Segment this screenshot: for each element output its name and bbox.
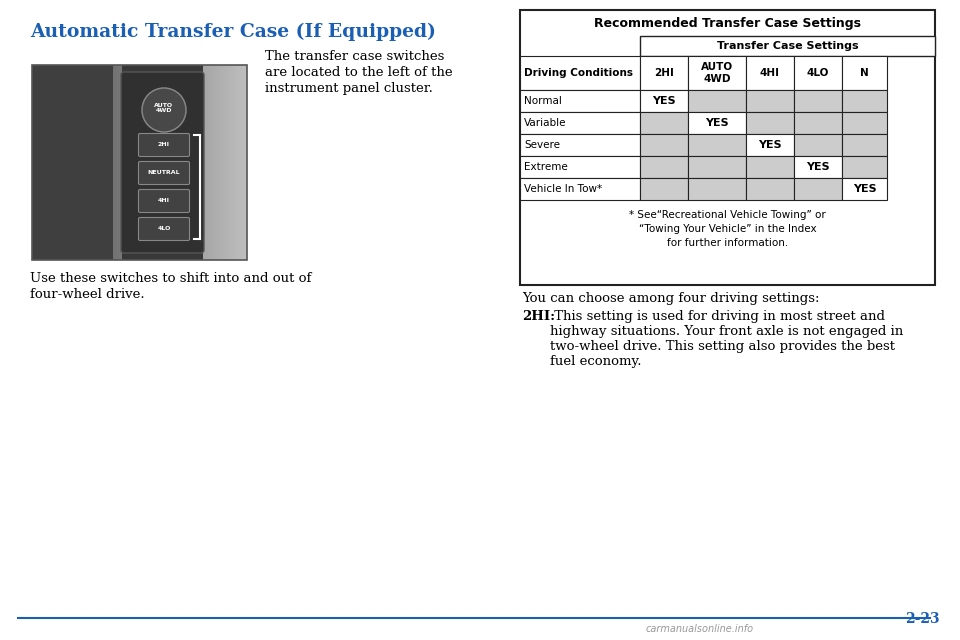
Text: Vehicle In Tow*: Vehicle In Tow*: [524, 184, 602, 194]
Bar: [640, 112, 688, 134]
FancyBboxPatch shape: [121, 72, 204, 253]
FancyBboxPatch shape: [138, 134, 189, 157]
Text: instrument panel cluster.: instrument panel cluster.: [265, 82, 433, 95]
Bar: [688, 156, 746, 178]
FancyBboxPatch shape: [138, 189, 189, 212]
Bar: [640, 56, 688, 90]
Text: YES: YES: [806, 162, 829, 172]
Bar: [794, 90, 842, 112]
Text: 2HI: 2HI: [158, 143, 170, 147]
Bar: [520, 178, 640, 200]
Bar: [688, 90, 746, 112]
Bar: [520, 156, 640, 178]
Bar: [640, 90, 688, 112]
Bar: [688, 178, 746, 200]
Bar: [32, 65, 247, 260]
Text: Use these switches to shift into and out of: Use these switches to shift into and out…: [30, 272, 311, 285]
Text: Driving Conditions: Driving Conditions: [524, 68, 633, 78]
Bar: [842, 90, 887, 112]
Bar: [520, 134, 640, 156]
Bar: [794, 178, 842, 200]
Bar: [746, 112, 794, 134]
Bar: [520, 112, 640, 134]
Bar: [688, 56, 746, 90]
Bar: [688, 134, 746, 156]
Text: YES: YES: [706, 118, 729, 128]
Text: You can choose among four driving settings:: You can choose among four driving settin…: [522, 292, 820, 305]
Bar: [640, 36, 935, 56]
Text: 2HI:: 2HI:: [522, 310, 555, 323]
Text: 4LO: 4LO: [806, 68, 829, 78]
Text: AUTO
4WD: AUTO 4WD: [701, 62, 733, 84]
Text: 2HI: 2HI: [654, 68, 674, 78]
Circle shape: [142, 88, 186, 132]
Text: Automatic Transfer Case (If Equipped): Automatic Transfer Case (If Equipped): [30, 23, 436, 41]
Bar: [794, 56, 842, 90]
Text: 2-23: 2-23: [905, 612, 940, 626]
Text: This setting is used for driving in most street and
highway situations. Your fro: This setting is used for driving in most…: [550, 310, 903, 368]
Text: N: N: [860, 68, 869, 78]
Text: The transfer case switches: The transfer case switches: [265, 50, 444, 63]
Bar: [842, 56, 887, 90]
Bar: [640, 156, 688, 178]
Bar: [640, 178, 688, 200]
Text: four‑wheel drive.: four‑wheel drive.: [30, 288, 145, 301]
Text: “Towing Your Vehicle” in the Index: “Towing Your Vehicle” in the Index: [638, 224, 816, 234]
Bar: [520, 10, 935, 285]
Text: YES: YES: [852, 184, 876, 194]
Text: AUTO
4WD: AUTO 4WD: [155, 102, 174, 113]
Bar: [842, 178, 887, 200]
Bar: [746, 178, 794, 200]
Text: YES: YES: [758, 140, 781, 150]
Text: YES: YES: [652, 96, 676, 106]
Text: 4LO: 4LO: [157, 227, 171, 232]
Text: Normal: Normal: [524, 96, 562, 106]
Bar: [794, 156, 842, 178]
Bar: [746, 134, 794, 156]
Text: Variable: Variable: [524, 118, 566, 128]
Text: for further information.: for further information.: [667, 238, 788, 248]
Text: Recommended Transfer Case Settings: Recommended Transfer Case Settings: [594, 17, 861, 29]
Text: NEUTRAL: NEUTRAL: [148, 170, 180, 175]
Bar: [842, 156, 887, 178]
Text: are located to the left of the: are located to the left of the: [265, 66, 452, 79]
Text: * See“Recreational Vehicle Towing” or: * See“Recreational Vehicle Towing” or: [629, 210, 826, 220]
Bar: [746, 90, 794, 112]
Bar: [794, 134, 842, 156]
Text: carmanualsonline.info: carmanualsonline.info: [646, 624, 754, 634]
FancyBboxPatch shape: [138, 218, 189, 241]
Bar: [688, 112, 746, 134]
Text: Severe: Severe: [524, 140, 560, 150]
Bar: [520, 90, 640, 112]
Bar: [520, 56, 640, 90]
Bar: [746, 56, 794, 90]
Bar: [842, 112, 887, 134]
Text: Transfer Case Settings: Transfer Case Settings: [717, 41, 858, 51]
FancyBboxPatch shape: [138, 161, 189, 184]
Bar: [640, 134, 688, 156]
Bar: [746, 156, 794, 178]
Text: 4HI: 4HI: [760, 68, 780, 78]
Bar: [842, 134, 887, 156]
Text: Extreme: Extreme: [524, 162, 567, 172]
Bar: [794, 112, 842, 134]
Text: 4HI: 4HI: [158, 198, 170, 204]
